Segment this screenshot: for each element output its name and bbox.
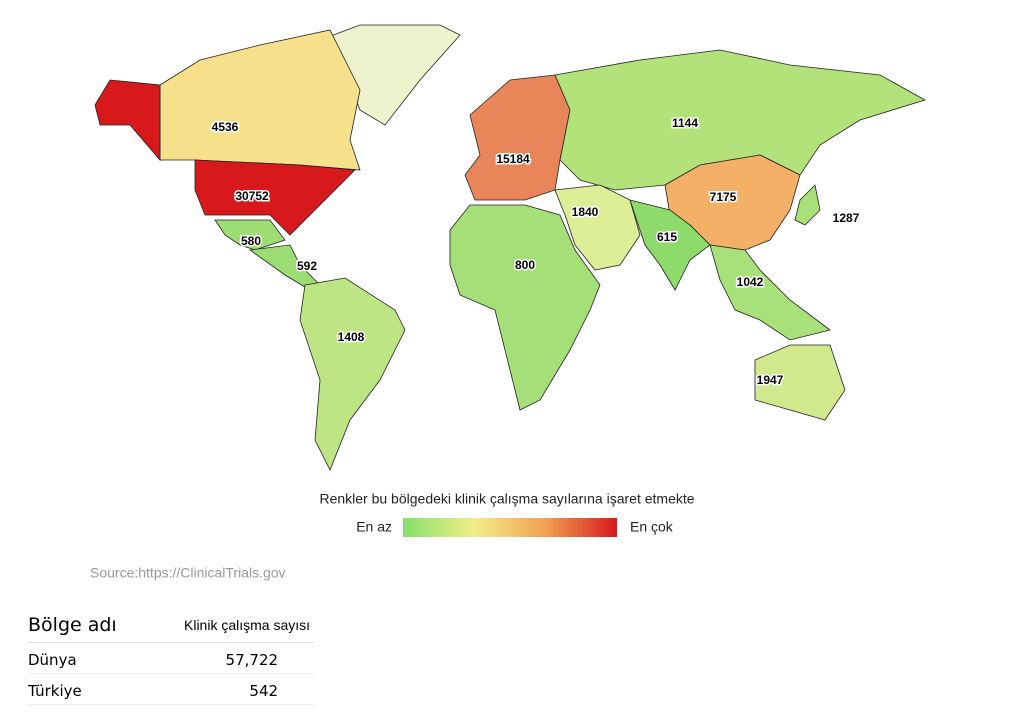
region-label: 580 [241, 234, 261, 248]
cell: Dünya [28, 642, 172, 674]
legend-title: Renkler bu bölgedeki klinik çalışma sayı… [319, 491, 694, 507]
summary-table: Bölge adı Klinik çalışma sayısı Dünya 57… [28, 610, 315, 705]
region-label: 1042 [737, 275, 764, 289]
legend-low: En az [356, 519, 392, 535]
region-label: 1840 [572, 205, 599, 219]
region-label: 4536 [212, 120, 239, 134]
legend-gradient [403, 518, 617, 537]
region-label: 1408 [338, 330, 365, 344]
region [629, 199, 711, 291]
region-label: 1287 [833, 211, 860, 225]
region [94, 79, 161, 162]
source: Source:https://ClinicalTrials.gov [90, 565, 286, 581]
regions: 4536 30752 15184 1144 7175 1287 1840 615 800 580 5… [94, 29, 927, 471]
cell: 542 [172, 673, 315, 705]
row: Türkiye 542 [28, 673, 315, 705]
region [554, 184, 641, 271]
region-label: 30752 [235, 189, 269, 203]
cell: 57,722 [172, 642, 315, 674]
region [159, 29, 361, 171]
row: Dünya 57,722 [28, 642, 315, 674]
region [754, 344, 846, 421]
region [709, 244, 831, 341]
region [449, 204, 601, 411]
region [194, 159, 356, 236]
cell: Türkiye [28, 673, 172, 705]
region-label: 800 [515, 258, 535, 272]
region-label: 1947 [757, 373, 784, 387]
header-cell: Klinik çalışma sayısı [172, 610, 315, 643]
legend-high: En çok [630, 519, 674, 535]
header-cell: Bölge adı [28, 610, 172, 643]
region-label: 15184 [496, 152, 530, 166]
region-label: 1144 [672, 116, 698, 130]
region-label: 592 [297, 259, 317, 273]
header-row: Bölge adı Klinik çalışma sayısı [28, 610, 315, 643]
region-label: 7175 [710, 190, 737, 204]
region [464, 74, 571, 201]
region [299, 277, 406, 471]
region-label: 615 [657, 230, 677, 244]
region [794, 184, 821, 226]
world-map: 4536 30752 15184 1144 7175 1287 1840 615 800 580 5… [90, 24, 927, 581]
